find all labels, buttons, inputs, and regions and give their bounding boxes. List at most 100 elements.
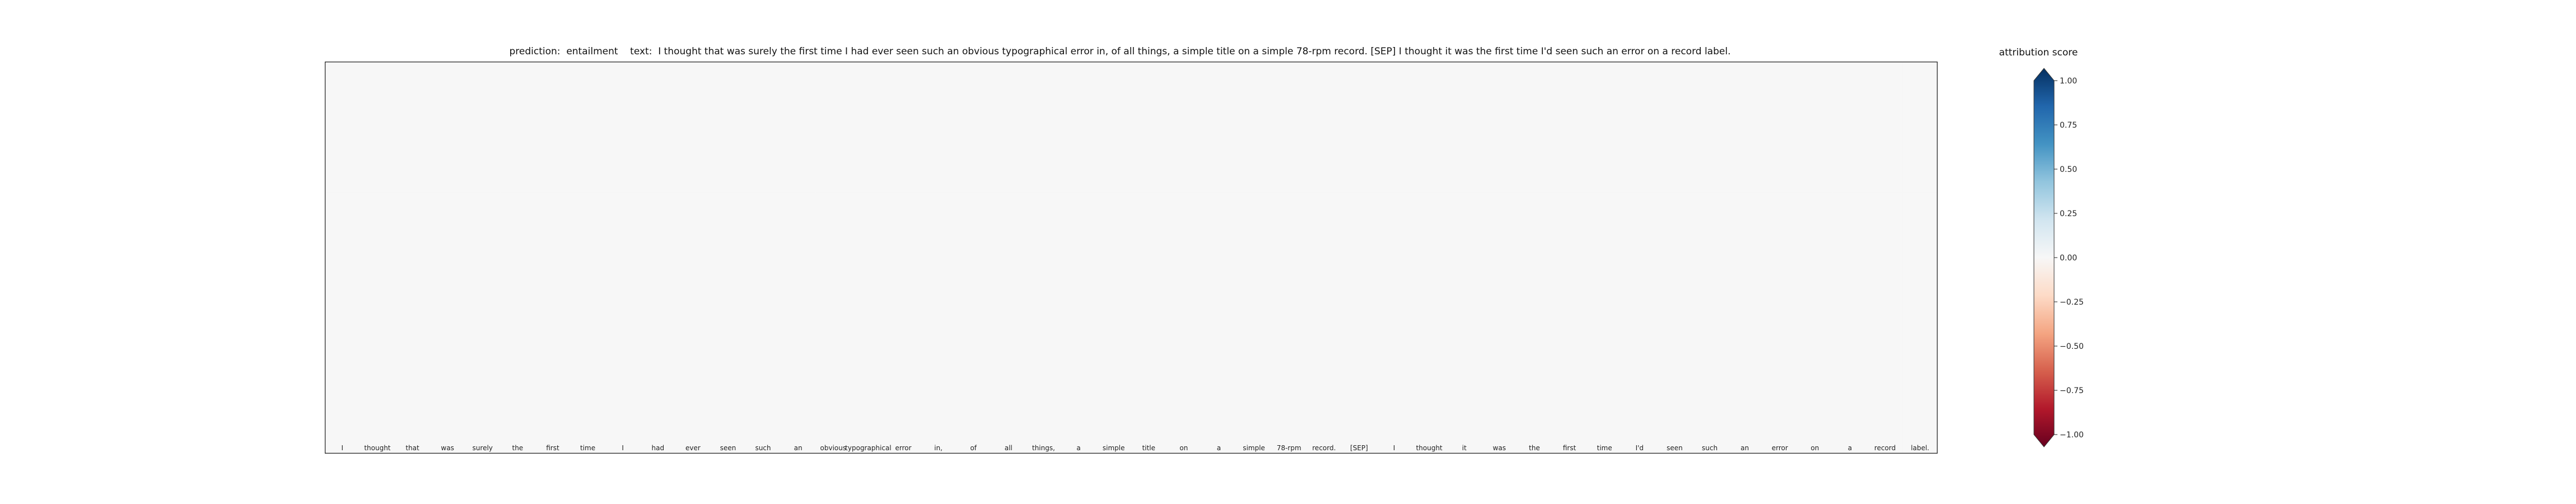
- heatmap-cell: [1482, 323, 1518, 454]
- heatmap-cell: [325, 62, 361, 193]
- heatmap-cell: [1657, 323, 1693, 454]
- heatmap-cell: [570, 323, 606, 454]
- heatmap-cell: [1026, 62, 1062, 193]
- heatmap-cell: [780, 62, 816, 193]
- token-label: first: [1563, 444, 1576, 452]
- heatmap-cell: [815, 192, 851, 324]
- token-label: a: [1217, 444, 1221, 452]
- heatmap-cell: [1411, 192, 1447, 324]
- heatmap-cell: [430, 62, 465, 193]
- plot-frame: [325, 62, 1938, 454]
- token-label: error: [895, 444, 912, 452]
- heatmap-cell: [851, 192, 886, 324]
- colorbar-tick-label: −0.50: [2060, 342, 2084, 351]
- heatmap-cell: [1131, 323, 1167, 454]
- token-label: I: [622, 444, 624, 452]
- colorbar-tick-label: 0.25: [2060, 209, 2077, 218]
- token-label: a: [1848, 444, 1852, 452]
- token-label: simple: [1243, 444, 1265, 452]
- token-label: title: [1142, 444, 1155, 452]
- heatmap-cell: [991, 192, 1026, 324]
- token-label: all: [1005, 444, 1012, 452]
- heatmap-cell: [500, 192, 536, 324]
- heatmap-cell: [1586, 323, 1623, 454]
- token-label: on: [1810, 444, 1819, 452]
- heatmap-cell: [1341, 323, 1377, 454]
- heatmap-cell: [1376, 192, 1412, 324]
- heatmap-cell: [1692, 323, 1728, 454]
- token-label: first: [546, 444, 559, 452]
- heatmap-cell: [1622, 192, 1658, 324]
- heatmap-cell: [955, 323, 992, 454]
- heatmap-cell: [1657, 62, 1693, 193]
- heatmap-cell: [1201, 192, 1237, 324]
- token-label: that: [405, 444, 419, 452]
- heatmap-cell: [1902, 192, 1938, 324]
- heatmap-cell: [1867, 62, 1903, 193]
- heatmap-cell: [1411, 323, 1447, 454]
- heatmap-cell: [465, 192, 501, 324]
- colorbar-tick-label: −1.00: [2060, 431, 2084, 440]
- heatmap-cell: [1236, 192, 1272, 324]
- heatmap-cell: [745, 323, 781, 454]
- token-label: thought: [1416, 444, 1443, 452]
- heatmap-cell: [1516, 323, 1552, 454]
- heatmap-cell: [675, 323, 711, 454]
- heatmap-cell: [430, 192, 465, 324]
- token-label: error: [1772, 444, 1788, 452]
- token-label: an: [794, 444, 802, 452]
- heatmap-cell: [360, 192, 395, 324]
- token-label: simple: [1103, 444, 1125, 452]
- token-label: 78-rpm: [1277, 444, 1301, 452]
- heatmap-cell: [640, 62, 676, 193]
- heatmap-cell: [1306, 62, 1342, 193]
- heatmap-cell: [1166, 62, 1202, 193]
- heatmap-cell: [1201, 323, 1237, 454]
- heatmap-cell: [1131, 62, 1167, 193]
- heatmap-cell: [745, 192, 781, 324]
- token-label: seen: [1667, 444, 1683, 452]
- heatmap-cell: [745, 62, 781, 193]
- token-label: a: [1076, 444, 1080, 452]
- token-label: time: [580, 444, 595, 452]
- heatmap-cell: [1026, 323, 1062, 454]
- heatmap-cell: [1061, 192, 1096, 324]
- token-label: such: [755, 444, 771, 452]
- heatmap-cell: [815, 62, 851, 193]
- heatmap-cell: [1657, 192, 1693, 324]
- heatmap-cell: [535, 62, 571, 193]
- heatmap-cell: [1446, 192, 1482, 324]
- heatmap-cell: [1552, 323, 1588, 454]
- heatmap-cell: [1832, 62, 1868, 193]
- token-label: seen: [720, 444, 736, 452]
- heatmap-cell: [1622, 323, 1658, 454]
- heatmap-cell: [885, 62, 921, 193]
- heatmap-cell: [921, 62, 956, 193]
- heatmap-cell: [1026, 192, 1062, 324]
- heatmap-cell: [955, 192, 992, 324]
- heatmap-cell: [640, 192, 676, 324]
- colorbar-tick-label: 0.50: [2060, 165, 2077, 174]
- heatmap-cell: [780, 323, 816, 454]
- heatmap-cell: [1797, 323, 1833, 454]
- heatmap-cell: [605, 323, 641, 454]
- heatmap-cell: [1902, 62, 1938, 193]
- heatmap-cell: [535, 323, 571, 454]
- heatmap-cell: [1727, 323, 1763, 454]
- token-label: [SEP]: [1350, 444, 1368, 452]
- heatmap-cell: [1096, 323, 1132, 454]
- heatmap-cell: [921, 192, 956, 324]
- heatmap-cell: [885, 192, 921, 324]
- heatmap-cell: [1867, 192, 1903, 324]
- heatmap-cell: [360, 323, 395, 454]
- heatmap-cell: [535, 192, 571, 324]
- heatmap-cell: [1306, 323, 1342, 454]
- heatmap-cell: [1797, 62, 1833, 193]
- token-label: in,: [934, 444, 942, 452]
- colorbar-tick-label: 0.00: [2060, 254, 2077, 263]
- heatmap-cell: [1061, 62, 1096, 193]
- heatmap-cell: [1271, 62, 1307, 193]
- heatmap-cell: [395, 62, 431, 193]
- heatmap-cell: [1692, 192, 1728, 324]
- token-label: thought: [364, 444, 390, 452]
